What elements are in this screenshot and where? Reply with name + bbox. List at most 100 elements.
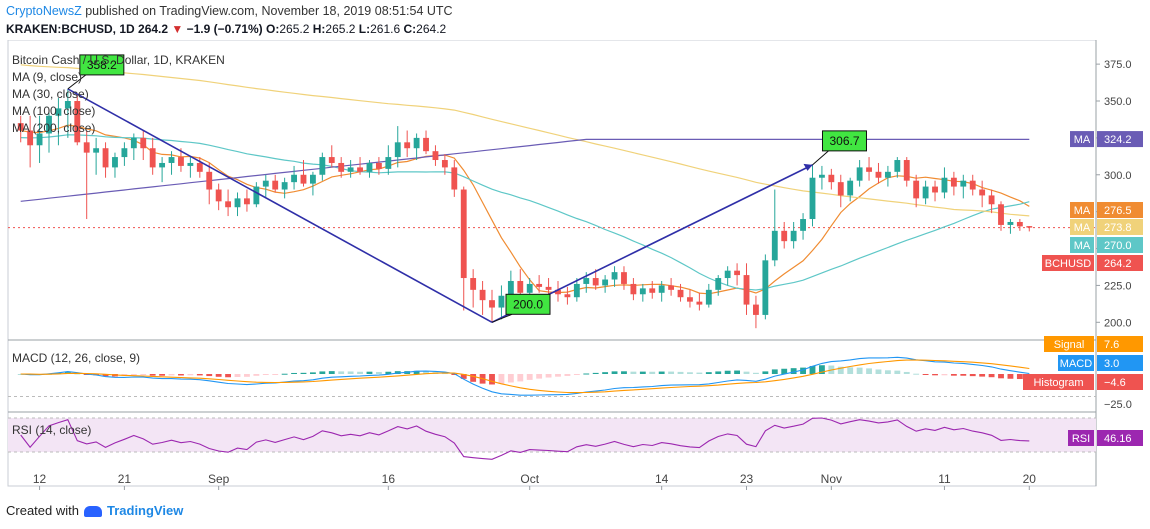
candle-body — [800, 219, 806, 231]
created-with-text: Created with — [6, 503, 79, 518]
histogram-bar — [649, 371, 656, 374]
candle-body — [300, 174, 307, 184]
candle-body — [168, 157, 175, 163]
candle-body — [592, 278, 599, 286]
candle-body — [555, 289, 561, 295]
price-label-name: MA — [1074, 222, 1091, 234]
candle-body — [866, 167, 872, 172]
candle-body — [649, 288, 656, 293]
histogram-bar — [1016, 374, 1023, 380]
histogram-bar — [225, 374, 232, 378]
price-label-name-tag — [1070, 131, 1094, 148]
histogram-bar — [573, 374, 580, 375]
histogram-bar — [790, 368, 797, 374]
rsi-label-value: 46.16 — [1104, 433, 1132, 445]
histogram-bar — [715, 371, 722, 374]
candle-body — [272, 180, 279, 190]
candle-body — [621, 272, 627, 284]
macd-label-name-tag — [1044, 336, 1094, 352]
macd-label-name: Histogram — [1033, 377, 1083, 389]
candle-body — [17, 123, 24, 131]
ma30-line — [20, 134, 1030, 291]
candle-body — [781, 230, 788, 242]
candle-body — [894, 160, 901, 172]
ma100-line — [20, 64, 1030, 217]
arrow-head-icon — [803, 163, 813, 171]
x-tick-label: 20 — [1023, 472, 1037, 486]
candle-body — [36, 133, 43, 146]
published-text: published on TradingView.com, November 1… — [85, 4, 453, 18]
x-tick-label: 23 — [740, 472, 754, 486]
histogram-bar — [300, 372, 307, 374]
macd-label-name: Signal — [1054, 339, 1085, 351]
histogram-bar — [950, 374, 957, 376]
price-chart[interactable]: 358.2 200.0 306.7 −25.0 Signal 7.6 MACD 3.0 His… — [0, 40, 1150, 498]
legend-ma30: MA (30, close) — [12, 87, 89, 101]
publisher-link[interactable]: CryptoNewsZ — [6, 4, 82, 18]
candle-body — [687, 297, 693, 302]
candle-body — [932, 186, 938, 193]
macd-title: MACD (12, 26, close, 9) — [12, 351, 140, 365]
histogram-bar — [338, 371, 345, 374]
histogram-bar — [168, 374, 175, 376]
histogram-bar — [149, 374, 156, 376]
histogram-bar — [159, 374, 166, 376]
price-label-value: 276.5 — [1104, 205, 1132, 217]
price-label-name-tag — [1070, 202, 1094, 218]
histogram-bar — [328, 371, 335, 374]
candle-body — [602, 279, 609, 286]
rsi-pane: RSI 46.16 — [8, 417, 1143, 460]
histogram-bar — [630, 371, 637, 374]
rsi-label-name-tag — [1068, 430, 1094, 446]
histogram-bar — [988, 374, 995, 378]
price-callout — [505, 293, 551, 315]
high-label: H: — [312, 22, 326, 36]
candle-body — [837, 182, 844, 196]
histogram-bar — [639, 371, 646, 374]
candle-body — [281, 182, 288, 190]
candle-body — [366, 162, 373, 172]
candle-body — [847, 180, 854, 196]
histogram-bar — [969, 374, 976, 377]
candle-body — [347, 167, 354, 172]
candle-body — [903, 160, 910, 181]
ma9-line — [20, 124, 1030, 295]
footer: Created with TradingView — [6, 503, 183, 518]
candle-body — [705, 289, 712, 305]
histogram-bar — [564, 374, 571, 376]
price-callout — [821, 130, 867, 152]
price-label-value: 273.8 — [1104, 222, 1132, 234]
candle-body — [479, 289, 486, 301]
histogram-bar — [460, 374, 467, 379]
candle-body — [696, 301, 703, 305]
candle-body — [743, 275, 750, 305]
x-tick-label: 14 — [655, 472, 669, 486]
histogram-bar — [592, 372, 599, 374]
candle-body — [856, 167, 863, 181]
macd-line — [20, 356, 1030, 396]
candle-body — [253, 186, 260, 205]
signal-line — [20, 359, 1030, 394]
candle-body — [639, 288, 646, 295]
histogram-bar — [366, 371, 373, 374]
histogram-bar — [771, 369, 778, 374]
histogram-bar — [856, 367, 863, 374]
candle-body — [809, 177, 816, 220]
change-arrow-icon: ▼ — [171, 22, 184, 36]
histogram-bar — [762, 371, 769, 374]
histogram-bar — [244, 374, 250, 377]
candle-body — [328, 157, 335, 163]
candle-body — [1007, 221, 1014, 225]
tradingview-logo-icon — [83, 506, 102, 517]
histogram-bar — [677, 371, 684, 374]
histogram-bar — [922, 374, 929, 375]
price-label-value: 324.2 — [1104, 134, 1132, 146]
candle-body — [1016, 221, 1023, 227]
candle-body — [960, 180, 967, 187]
y-tick-label: 375.0 — [1104, 59, 1132, 71]
rsi-line — [20, 417, 1030, 460]
histogram-bar — [507, 374, 514, 383]
candle-body — [498, 295, 505, 308]
price-label-name: BCHUSD — [1045, 258, 1092, 270]
tradingview-link[interactable]: TradingView — [106, 503, 184, 518]
